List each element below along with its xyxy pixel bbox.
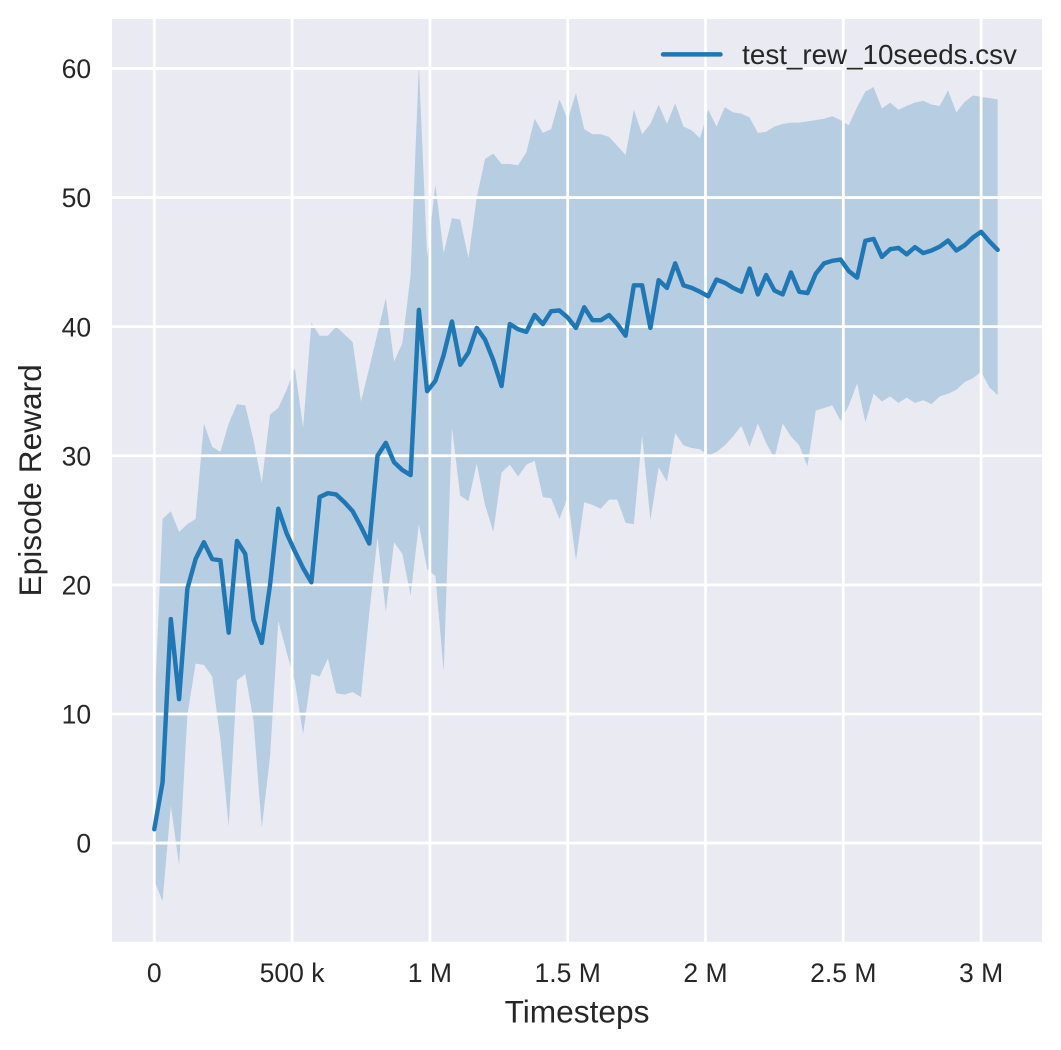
- svg-text:test_rew_10seeds.csv: test_rew_10seeds.csv: [742, 39, 1017, 70]
- svg-text:0: 0: [147, 958, 162, 988]
- svg-text:2.5 M: 2.5 M: [810, 958, 876, 988]
- svg-text:1 M: 1 M: [408, 958, 452, 988]
- svg-text:1.5 M: 1.5 M: [535, 958, 601, 988]
- svg-text:40: 40: [62, 312, 92, 342]
- svg-text:10: 10: [62, 700, 92, 730]
- svg-text:500 k: 500 k: [260, 958, 326, 988]
- svg-text:Episode Reward: Episode Reward: [12, 364, 48, 596]
- svg-text:3 M: 3 M: [959, 958, 1003, 988]
- svg-text:Timesteps: Timesteps: [505, 994, 650, 1030]
- svg-text:30: 30: [62, 441, 92, 471]
- svg-text:60: 60: [62, 54, 92, 84]
- svg-text:20: 20: [62, 570, 92, 600]
- svg-text:50: 50: [62, 183, 92, 213]
- svg-text:0: 0: [76, 829, 91, 859]
- svg-text:2 M: 2 M: [683, 958, 727, 988]
